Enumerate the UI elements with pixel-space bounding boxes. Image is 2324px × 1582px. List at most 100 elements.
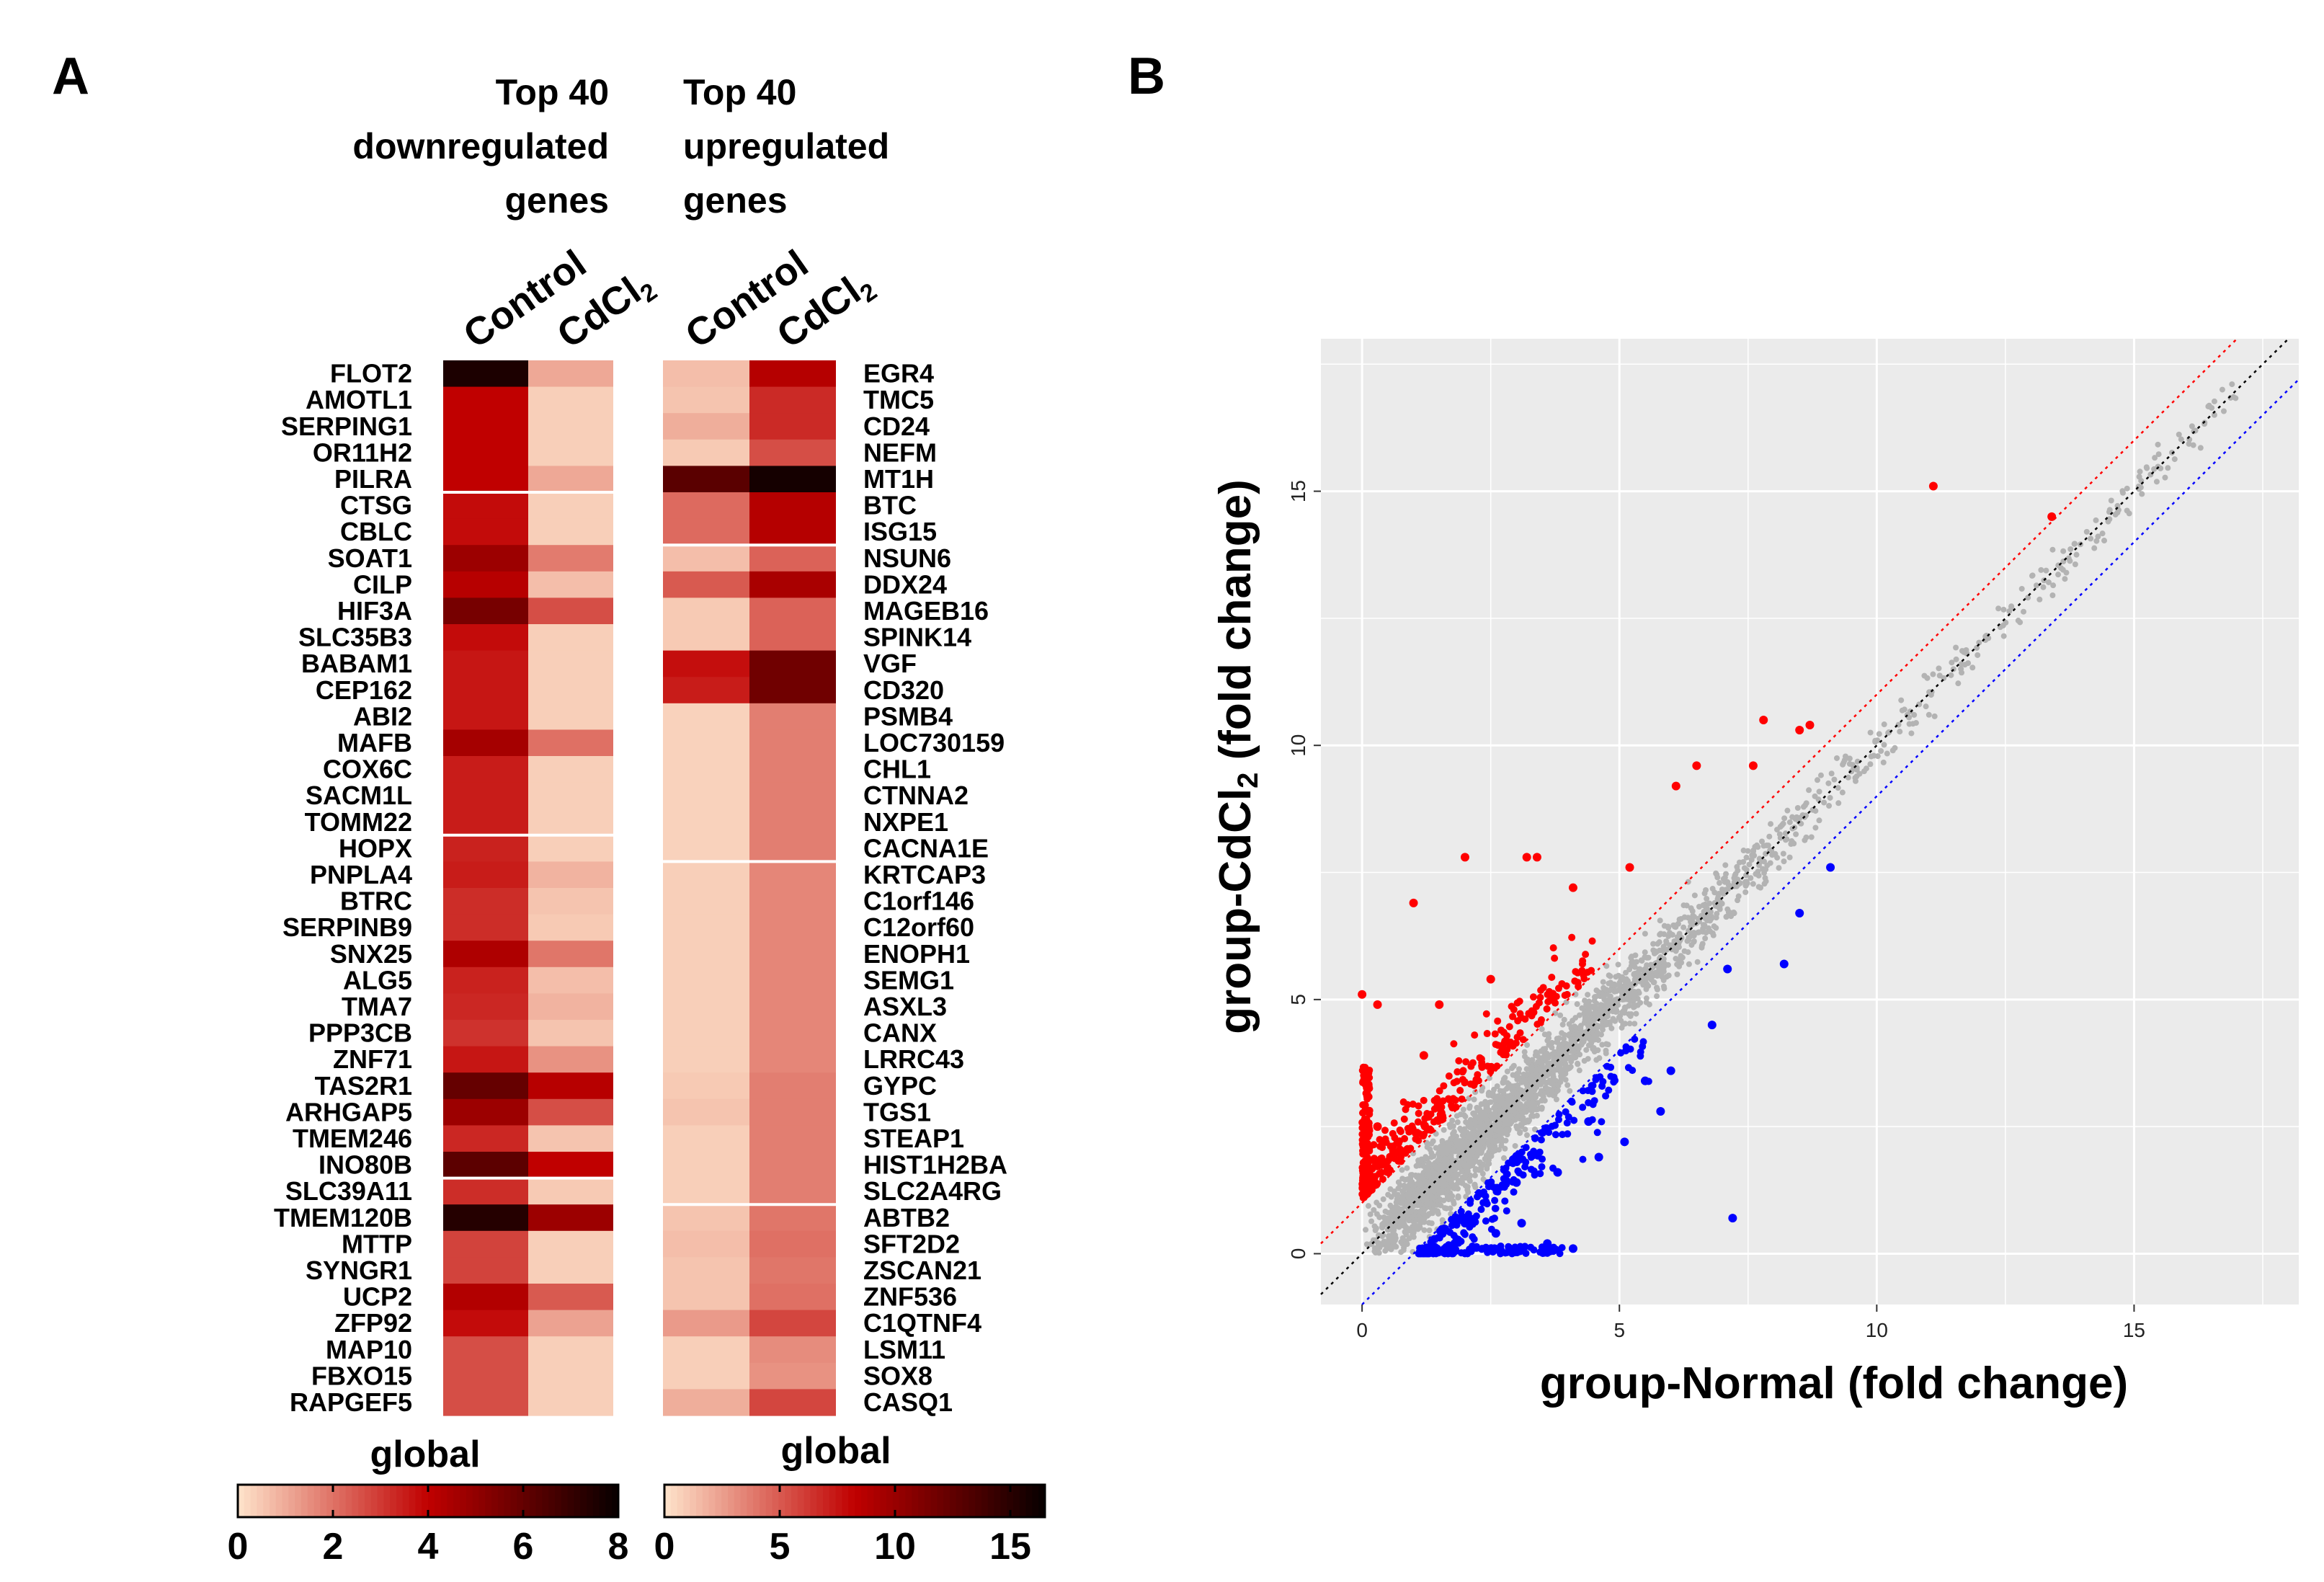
scatter-point-down (1533, 1152, 1541, 1160)
scatter-point-down (1505, 1245, 1513, 1253)
scatter-point-not-significant (1504, 1132, 1510, 1138)
scatter-point-not-significant (1898, 697, 1905, 703)
left-colorbar-segment (301, 1485, 308, 1517)
scatter-point-not-significant (1497, 1108, 1503, 1114)
scatter-point-not-significant (1376, 1232, 1382, 1238)
left-gene-label: UCP2 (343, 1282, 412, 1312)
left-cell-PPP3CB-Control (443, 1020, 528, 1047)
right-colorbar-segment (950, 1485, 957, 1517)
scatter-point-not-significant (1442, 1147, 1448, 1154)
scatter-point-not-significant (1577, 1025, 1584, 1031)
scatter-point-not-significant (1384, 1245, 1390, 1251)
scatter-point-up (1568, 933, 1576, 941)
right-cell-HIST1H2BA-CdCl2 (749, 1152, 836, 1179)
scatter-ticks: 0 5 10 15 0 5 10 15 (1287, 480, 2145, 1341)
right-cell-C1orf146-CdCl2 (749, 888, 836, 915)
scatter-point-up (1361, 1078, 1368, 1086)
scatter-point-not-significant (1576, 1034, 1582, 1040)
left-colorbar-segment (396, 1485, 404, 1517)
scatter-point-up (1397, 1127, 1404, 1135)
scatter-point-not-significant (1602, 1003, 1608, 1010)
right-colorbar-segment (1019, 1485, 1027, 1517)
scatter-point-up (1522, 853, 1531, 862)
scatter-point-not-significant (1567, 1088, 1573, 1094)
scatter-point-not-significant (1480, 1161, 1487, 1168)
scatter-point-not-significant (1835, 800, 1842, 806)
scatter-point-not-significant (1380, 1232, 1386, 1238)
scatter-point-not-significant (1640, 967, 1647, 974)
scatter-point-not-significant (1528, 1093, 1535, 1099)
right-colorbar-segment (760, 1485, 767, 1517)
right-cell-ZSCAN21-Control (663, 1257, 749, 1284)
right-cell-BTC-Control (663, 492, 749, 520)
scatter-point-not-significant (2043, 567, 2049, 574)
right-colorbar-segment (734, 1485, 742, 1517)
scatter-point-up (1376, 1142, 1384, 1150)
scatter-point-not-significant (1517, 1129, 1523, 1135)
right-colorbar-segment (918, 1485, 925, 1517)
scatter-point-not-significant (1572, 1015, 1579, 1021)
scatter-point-not-significant (1528, 1063, 1535, 1070)
scatter-point-down (1450, 1248, 1458, 1256)
left-gene-label: ZFP92 (334, 1308, 412, 1338)
scatter-point-up (1543, 1005, 1551, 1013)
scatter-point-not-significant (1399, 1167, 1405, 1173)
scatter-point-up (1449, 1095, 1457, 1103)
scatter-point-up (1439, 1114, 1447, 1122)
scatter-point-not-significant (1648, 974, 1655, 980)
scatter-point-not-significant (2153, 479, 2160, 485)
right-colorbar-segment (696, 1485, 703, 1517)
left-colorbar-segment (377, 1485, 384, 1517)
scatter-point-not-significant (1517, 1101, 1523, 1108)
scatter-point-not-significant (2050, 582, 2057, 589)
scatter-point-up (1453, 1068, 1461, 1076)
scatter-point-not-significant (1450, 1198, 1456, 1204)
left-colorbar-segment (599, 1485, 606, 1517)
scatter-point-down (1514, 1167, 1522, 1175)
scatter-point-not-significant (1558, 1067, 1564, 1073)
scatter-point-not-significant (1752, 843, 1758, 850)
scatter-point-not-significant (1936, 665, 1942, 672)
scatter-point-not-significant (2220, 408, 2227, 414)
scatter-point-up (1378, 1154, 1386, 1162)
scatter-point-up (1366, 1106, 1374, 1114)
scatter-point-down (1440, 1245, 1448, 1253)
scatter-point-up (1412, 1135, 1420, 1143)
scatter-point-not-significant (1434, 1201, 1441, 1208)
left-gene-label: PILRA (334, 464, 412, 494)
left-gene-label: HOPX (339, 833, 412, 863)
scatter-point-up (1368, 1186, 1376, 1194)
scatter-point-up (1509, 1013, 1517, 1021)
scatter-point-up (1588, 966, 1595, 974)
scatter-point-not-significant (1502, 1120, 1509, 1126)
scatter-point-not-significant (1654, 993, 1660, 1000)
scatter-point-not-significant (1404, 1225, 1410, 1232)
right-gene-label: TMC5 (863, 385, 934, 414)
scatter-point-down (1728, 1214, 1737, 1223)
scatter-point-not-significant (1549, 1044, 1555, 1051)
scatter-point-down (1570, 1116, 1578, 1124)
right-colorbar-segment (975, 1485, 982, 1517)
scatter-point-up (1360, 1141, 1368, 1149)
scatter-point-not-significant (2049, 592, 2056, 598)
scatter-point-down (1779, 959, 1789, 969)
scatter-point-not-significant (1713, 925, 1719, 931)
scatter-point-not-significant (1523, 1119, 1529, 1126)
scatter-point-up (1471, 1031, 1479, 1039)
scatter-point-not-significant (1582, 997, 1588, 1004)
scatter-point-not-significant (1484, 1107, 1491, 1114)
scatter-point-not-significant (1557, 1061, 1564, 1067)
left-cell-CILP-Control (443, 571, 528, 598)
right-cell-SFT2D2-CdCl2 (749, 1230, 836, 1258)
scatter-x-tick-label: 15 (2123, 1319, 2145, 1341)
scatter-point-not-significant (1763, 850, 1769, 857)
left-cell-TMEM120B-Control (443, 1204, 528, 1232)
scatter-point-not-significant (2067, 558, 2073, 564)
scatter-point-not-significant (1842, 753, 1848, 760)
right-cell-CHL1-Control (663, 756, 749, 783)
scatter-point-not-significant (1397, 1182, 1404, 1188)
left-cell-ZFP92-Control (443, 1310, 528, 1337)
right-colorbar-segment (886, 1485, 894, 1517)
scatter-point-not-significant (1465, 1133, 1472, 1139)
scatter-point-not-significant (1462, 1172, 1469, 1178)
